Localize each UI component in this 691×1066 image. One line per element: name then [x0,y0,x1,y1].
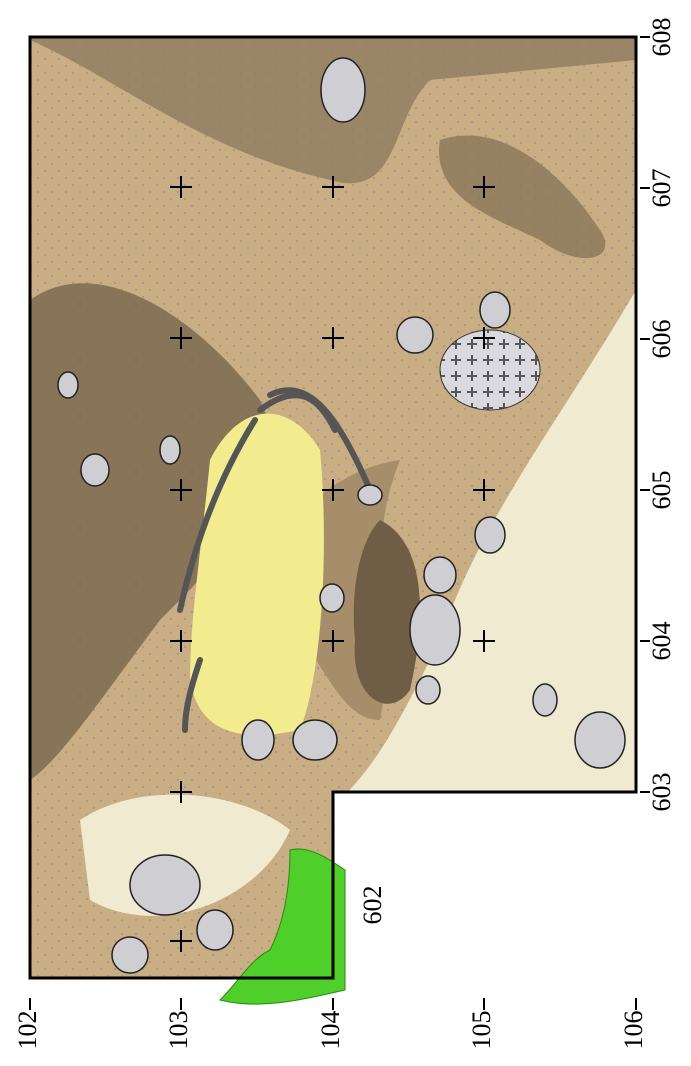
grid-cross [170,930,192,952]
grid-cross [170,630,192,652]
grid-cross [322,327,344,349]
right-label: 603 [647,773,676,812]
right-label: 605 [647,471,676,510]
right-label: 606 [647,320,676,359]
grid-crosses [170,176,495,952]
right-label: 604 [647,622,676,661]
grid-cross [170,479,192,501]
grid-cross [322,176,344,198]
site-outline [28,35,638,980]
bottom-label: 103 [164,1011,193,1050]
bottom-label: 106 [619,1011,648,1050]
grid-cross [170,327,192,349]
grid-cross [322,479,344,501]
area-label: 602 [358,886,387,925]
bottom-label: 102 [13,1011,42,1050]
right-label: 608 [647,18,676,57]
grid-cross [473,327,495,349]
area-602 [219,848,346,1005]
grid-cross [170,176,192,198]
grid-cross [322,630,344,652]
axis-labels: 102 103 104 105 106 608 607 606 605 604 603 [13,18,676,1050]
bottom-label: 105 [467,1011,496,1050]
bottom-label: 104 [316,1011,345,1050]
grid-cross [473,479,495,501]
grid-cross [170,781,192,803]
right-label: 607 [647,169,676,208]
grid-cross [473,176,495,198]
grid-cross [473,630,495,652]
